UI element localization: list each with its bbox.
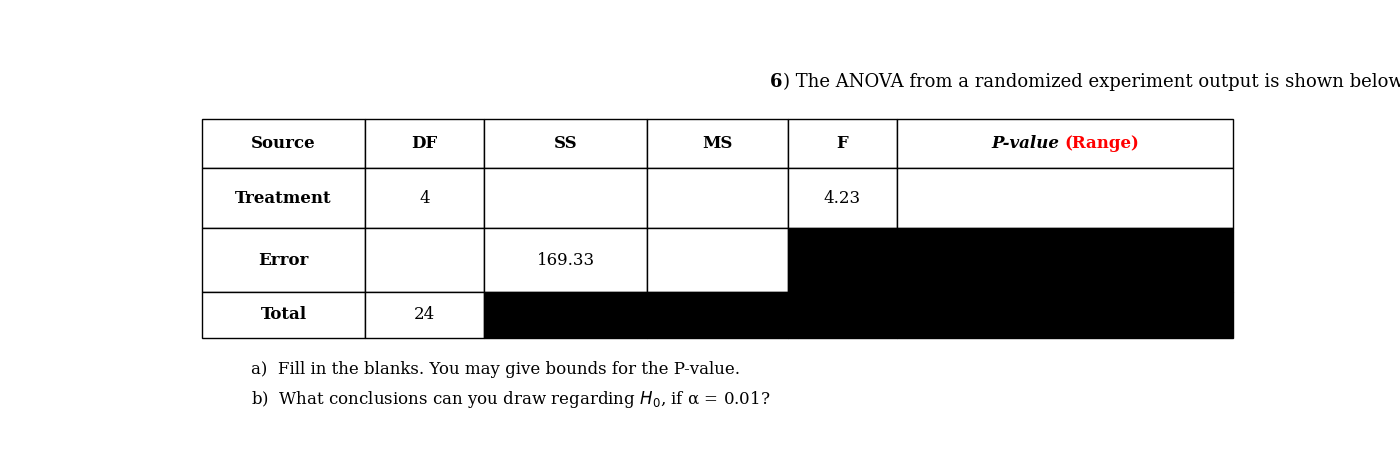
Bar	[202, 292, 365, 338]
Text: Error: Error	[259, 252, 308, 269]
Text: 4: 4	[419, 190, 430, 207]
Bar	[484, 168, 647, 228]
Bar	[202, 119, 365, 168]
Bar	[788, 168, 896, 228]
Bar	[202, 228, 365, 292]
Bar	[788, 292, 896, 338]
Text: (Range): (Range)	[1065, 135, 1140, 152]
Text: F: F	[836, 135, 848, 152]
Bar	[896, 292, 1233, 338]
Text: a)  Fill in the blanks. You may give bounds for the P-value.: a) Fill in the blanks. You may give boun…	[251, 361, 741, 378]
Bar	[365, 119, 484, 168]
Text: Treatment: Treatment	[235, 190, 332, 207]
Text: DF: DF	[412, 135, 438, 152]
Bar	[647, 228, 788, 292]
Text: 6: 6	[770, 73, 783, 91]
Bar	[484, 119, 647, 168]
Bar	[647, 168, 788, 228]
Bar	[202, 168, 365, 228]
Text: Total: Total	[260, 306, 307, 323]
Text: 4.23: 4.23	[823, 190, 861, 207]
Bar	[647, 119, 788, 168]
Bar	[365, 168, 484, 228]
Text: MS: MS	[703, 135, 732, 152]
Bar	[647, 292, 788, 338]
Bar	[896, 119, 1233, 168]
Text: b)  What conclusions can you draw regarding $H_0$, if α = 0.01?: b) What conclusions can you draw regardi…	[251, 389, 770, 410]
Bar	[365, 228, 484, 292]
Text: Source: Source	[251, 135, 316, 152]
Bar	[896, 228, 1233, 292]
Bar	[788, 228, 896, 292]
Text: 169.33: 169.33	[536, 252, 595, 269]
Text: ) The ANOVA from a randomized experiment output is shown below.: ) The ANOVA from a randomized experiment…	[783, 73, 1400, 91]
Bar	[365, 292, 484, 338]
Bar	[896, 168, 1233, 228]
Text: SS: SS	[554, 135, 577, 152]
Text: P-value: P-value	[991, 135, 1065, 152]
Text: 24: 24	[414, 306, 435, 323]
Bar	[484, 292, 647, 338]
Bar	[484, 228, 647, 292]
Bar	[788, 119, 896, 168]
